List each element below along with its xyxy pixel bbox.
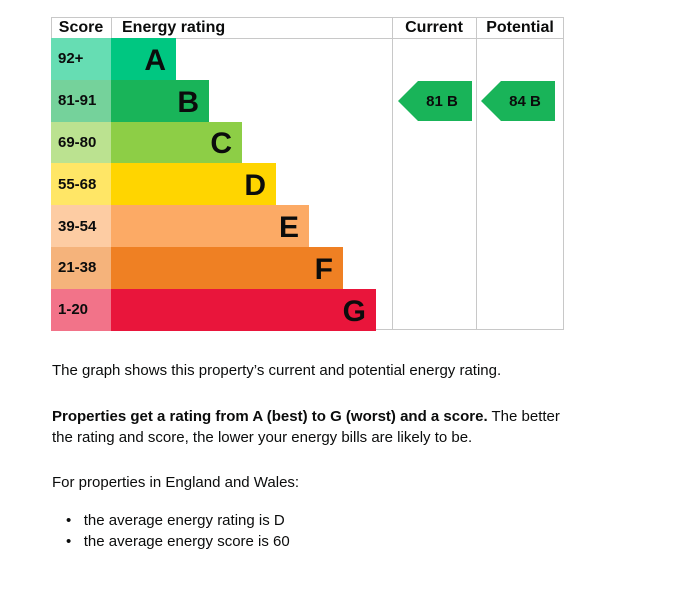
score-cell: 55-68 xyxy=(51,163,111,206)
bold-text: Properties get a rating from A (best) to… xyxy=(52,408,488,425)
score: 84 xyxy=(509,93,526,110)
rating-bar: G xyxy=(111,288,376,331)
header: Energy rating xyxy=(122,19,226,36)
region: For properties in England and Wales: xyxy=(52,474,300,491)
text: the average energy rating is D xyxy=(83,512,285,529)
header-rule xyxy=(51,38,564,39)
score-cell: 39-54 xyxy=(51,205,111,247)
score: 81 xyxy=(426,93,443,110)
list-item: • the average energy rating is D xyxy=(66,512,285,529)
arrow-label: 81 B xyxy=(426,93,458,110)
rating-bar: D xyxy=(111,163,276,206)
score-cell: 81-91 xyxy=(51,79,111,122)
divider xyxy=(392,17,393,330)
score-cell: 69-80 xyxy=(51,121,111,164)
text: the average energy score is 60 xyxy=(83,533,290,550)
divider xyxy=(111,17,112,38)
rating-bar: F xyxy=(111,247,343,289)
arrow-label: 84 B xyxy=(509,93,541,110)
arrow-shape: 81 B xyxy=(398,80,472,121)
list-item: • the average energy score is 60 xyxy=(66,533,290,550)
score-cell: 92+ xyxy=(51,38,111,80)
current-arrow: 81 B xyxy=(398,80,472,121)
rating: B xyxy=(447,93,458,110)
score-cell: 21-38 xyxy=(51,247,111,289)
divider xyxy=(476,17,477,330)
rating-bar: B xyxy=(111,79,209,122)
potential-arrow: 84 B xyxy=(481,80,555,121)
rating: B xyxy=(530,93,541,110)
header: Score xyxy=(58,19,104,36)
rating-bar: E xyxy=(111,205,309,247)
header: Current xyxy=(405,19,463,36)
intro: The graph shows this property’s current … xyxy=(52,362,502,379)
rating-note: Properties get a rating from A (best) to… xyxy=(52,406,572,448)
arrow-shape: 84 B xyxy=(481,80,555,121)
score-cell: 1-20 xyxy=(51,288,111,331)
rating-bar: C xyxy=(111,121,242,164)
text: The better the rating and score, the low… xyxy=(52,408,560,446)
header: Potential xyxy=(486,19,554,36)
rating-bar: A xyxy=(111,38,176,80)
